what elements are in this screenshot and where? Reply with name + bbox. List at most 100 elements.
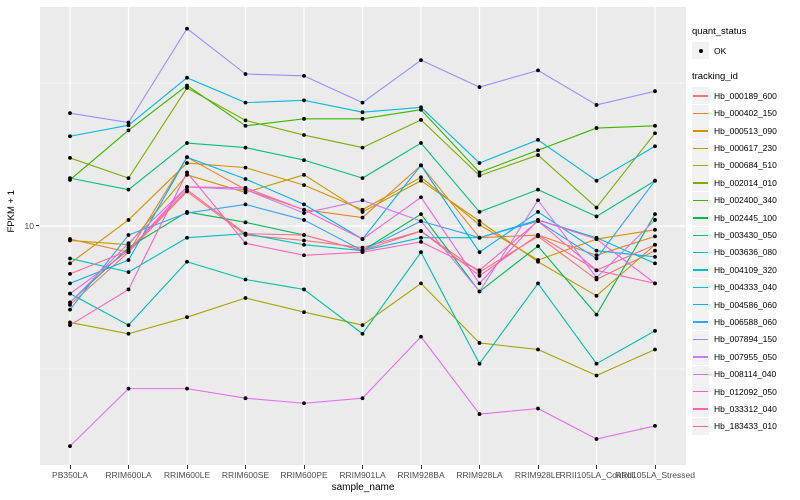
- data-point: [536, 187, 540, 192]
- data-point: [185, 259, 189, 264]
- legend-label: Hb_002445_100: [714, 212, 777, 223]
- series-points-Hb_007894_150: [68, 26, 657, 125]
- legend: quant_status OK tracking_id Hb_000189_60…: [692, 26, 798, 435]
- data-point: [360, 248, 365, 253]
- legend-key-line-icon: [692, 348, 709, 366]
- legend-item-Hb_000513_090: Hb_000513_090: [692, 122, 798, 140]
- data-point: [360, 176, 365, 181]
- data-point: [477, 210, 482, 214]
- data-point: [536, 347, 540, 352]
- data-point: [302, 73, 306, 78]
- legend-key-line-icon: [692, 313, 709, 331]
- data-point: [302, 183, 306, 187]
- data-point: [360, 396, 365, 401]
- data-point: [185, 155, 189, 160]
- data-point: [419, 281, 423, 286]
- data-point: [536, 138, 540, 142]
- data-point: [68, 176, 72, 181]
- y-tick-label-10: 10: [24, 221, 34, 231]
- data-point: [243, 202, 248, 207]
- data-point: [126, 128, 131, 133]
- data-point: [302, 172, 306, 177]
- legend-label: Hb_002400_340: [714, 195, 777, 206]
- legend-key-line-icon: [692, 417, 709, 435]
- legend-key-line-icon: [692, 261, 709, 279]
- data-point: [419, 229, 423, 233]
- data-point: [477, 289, 482, 294]
- data-point: [302, 242, 306, 247]
- legend-key-line-icon: [692, 296, 709, 314]
- data-point: [594, 275, 599, 280]
- x-tick-mark: [479, 465, 480, 469]
- legend-label: Hb_033312_040: [714, 403, 777, 414]
- data-point: [477, 173, 482, 178]
- legend-label: Hb_003636_080: [714, 247, 777, 258]
- data-point: [594, 248, 599, 253]
- series-points-Hb_012092_050: [68, 184, 657, 296]
- data-point: [302, 401, 306, 406]
- data-point: [477, 273, 482, 278]
- data-point: [243, 231, 248, 236]
- x-tick-label: RRIM928BA: [397, 470, 445, 480]
- data-point: [126, 187, 131, 192]
- data-point: [302, 238, 306, 243]
- data-point: [185, 170, 189, 175]
- x-tick-label: RRIM600SE: [221, 470, 270, 480]
- series-color-swatch: [693, 217, 708, 219]
- x-tick-label: RRII105LA_Stressed: [615, 470, 695, 480]
- data-point: [419, 195, 423, 200]
- x-tick-label: RRIM901LA: [339, 470, 386, 480]
- data-point: [419, 250, 423, 255]
- legend-item-Hb_008114_040: Hb_008114_040: [692, 365, 798, 383]
- series-points-Hb_008114_040: [68, 334, 657, 448]
- black-point-icon: [698, 48, 703, 53]
- data-point: [653, 424, 657, 428]
- legend-label: Hb_006588_060: [714, 316, 777, 327]
- data-point: [68, 111, 72, 116]
- data-point: [536, 210, 540, 214]
- data-point: [477, 281, 482, 286]
- legend-label: Hb_000684_510: [714, 160, 777, 171]
- legend-key-line-icon: [692, 139, 709, 157]
- data-point: [477, 219, 482, 224]
- data-point: [68, 238, 72, 243]
- data-point: [126, 233, 131, 237]
- series-color-swatch: [693, 182, 708, 184]
- data-point: [477, 170, 482, 175]
- legend-label: Hb_007894_150: [714, 334, 777, 345]
- x-tick-mark: [420, 465, 422, 469]
- legend-item-quant-status-ok: OK: [692, 42, 798, 59]
- data-point: [536, 153, 540, 157]
- data-point: [594, 361, 599, 366]
- data-point: [243, 165, 248, 170]
- legend-key-line-icon: [692, 191, 709, 209]
- data-point: [126, 258, 131, 262]
- data-point: [302, 116, 306, 121]
- data-point: [126, 323, 131, 328]
- data-point: [302, 253, 306, 258]
- data-point: [360, 110, 365, 115]
- legend-item-Hb_006588_060: Hb_006588_060: [692, 313, 798, 331]
- legend-label: Hb_003430_050: [714, 230, 777, 241]
- quant-status-key: [692, 42, 709, 59]
- data-point: [419, 212, 423, 217]
- legend-key-line-icon: [692, 278, 709, 296]
- series-color-swatch: [693, 321, 708, 323]
- data-point: [419, 334, 423, 339]
- data-point: [536, 68, 540, 73]
- plot-panel: [40, 7, 686, 465]
- data-point: [536, 281, 540, 286]
- data-point: [68, 320, 72, 325]
- data-point: [68, 300, 72, 305]
- data-point: [360, 245, 365, 250]
- data-point: [419, 219, 423, 224]
- x-tick-mark: [362, 465, 363, 469]
- legend-label: Hb_007955_050: [714, 351, 777, 362]
- legend-item-Hb_033312_040: Hb_033312_040: [692, 400, 798, 418]
- data-point: [68, 261, 72, 266]
- data-point: [360, 198, 365, 203]
- legend-label: Hb_002014_010: [714, 177, 777, 188]
- x-tick-label: RRIM600PE: [280, 470, 328, 480]
- data-point: [653, 227, 657, 232]
- data-point: [126, 248, 131, 253]
